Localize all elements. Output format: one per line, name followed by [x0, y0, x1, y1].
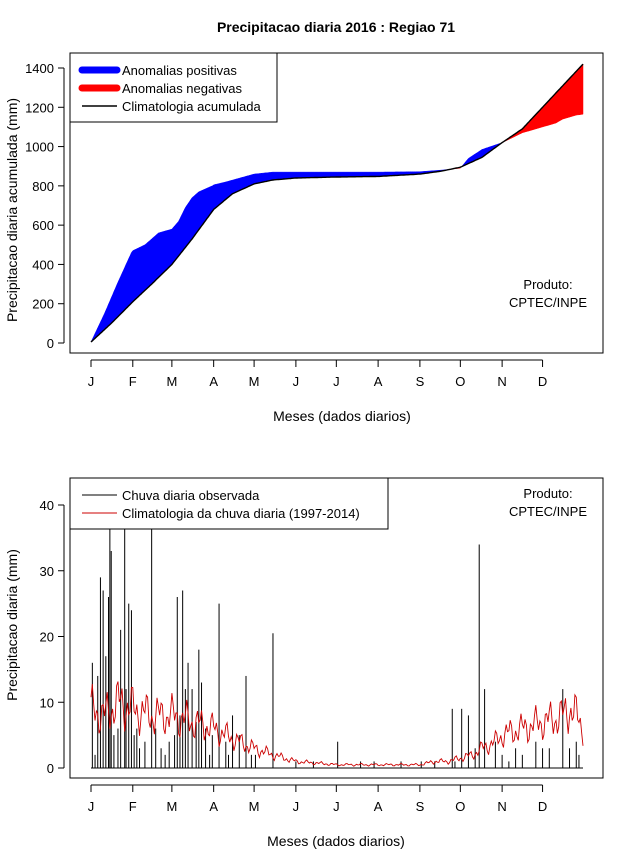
chart2-x-tick-label: M	[249, 799, 260, 814]
chart1-xlabel: Meses (dados diarios)	[273, 408, 411, 424]
chart1-x-tick-label: M	[249, 374, 260, 389]
chart1-x-tick-label: J	[293, 374, 300, 389]
chart1-plot-frame	[69, 52, 604, 354]
chart2-annotation-line2: CPTEC/INPE	[509, 504, 587, 519]
chart2-xlabel: Meses (dados diarios)	[267, 833, 405, 849]
chart1-y-axis: 0 200 400 600 800 1000 1200 1400	[25, 61, 65, 351]
chart1-x-tick-label: A	[209, 374, 218, 389]
chart2-x-tick-label: J	[333, 799, 340, 814]
chart1-x-tick-label: D	[538, 374, 547, 389]
chart1-annotation-line1: Produto:	[523, 277, 572, 292]
chart2-x-tick-label: A	[209, 799, 218, 814]
chart2-ylabel: Precipitacao diaria (mm)	[4, 549, 20, 701]
chart1-y-tick-label: 600	[32, 218, 54, 233]
legend-label-negative: Anomalias negativas	[122, 81, 242, 96]
chart2-x-tick-label: N	[497, 799, 506, 814]
chart1-ylabel: Precipitacao diaria acumulada (mm)	[4, 98, 20, 322]
legend-label-positive: Anomalias positivas	[122, 63, 237, 78]
chart1-x-tick-label: N	[497, 374, 506, 389]
chart2-x-tick-label: O	[455, 799, 465, 814]
chart1-x-tick-label: A	[374, 374, 383, 389]
chart2-x-tick-label: S	[416, 799, 425, 814]
chart1-y-tick-label: 1200	[25, 100, 54, 115]
positive-anomaly-area	[90, 168, 451, 343]
chart1-title: Precipitacao diaria 2016 : Regiao 71	[217, 19, 455, 35]
chart1-x-tick-label: F	[129, 374, 137, 389]
chart2-y-axis: 0 10 20 30 40	[40, 498, 65, 776]
chart2-x-tick-label: J	[293, 799, 300, 814]
chart1-y-tick-label: 400	[32, 257, 54, 272]
legend-label-observed: Chuva diaria observada	[122, 488, 260, 503]
chart1-y-tick-label: 1400	[25, 61, 54, 76]
chart1-data-layer	[90, 63, 584, 343]
chart2-y-tick-label: 20	[40, 630, 54, 645]
chart2-y-tick-label: 40	[40, 498, 54, 513]
chart2-legend-box	[69, 477, 389, 530]
chart1-legend: Anomalias positivas Anomalias negativas …	[69, 52, 278, 123]
chart1-x-tick-label: M	[166, 374, 177, 389]
chart2-x-tick-label: F	[129, 799, 137, 814]
chart2-x-tick-label: D	[538, 799, 547, 814]
chart2-series-group	[90, 478, 584, 769]
chart2-y-tick-label: 0	[47, 761, 54, 776]
legend-label-daily-climatology: Climatologia da chuva diaria (1997-2014)	[122, 506, 360, 521]
chart2-y-tick-label: 10	[40, 695, 54, 710]
chart2-x-tick-label: M	[166, 799, 177, 814]
chart2-x-tick-label: A	[374, 799, 383, 814]
chart1-annotation-line2: CPTEC/INPE	[509, 295, 587, 310]
chart2-y-tick-label: 30	[40, 564, 54, 579]
positive-anomaly-area	[461, 142, 503, 167]
chart2-annotation-line1: Produto:	[523, 486, 572, 501]
chart1-x-tick-label: O	[455, 374, 465, 389]
climatology-acumulada-line	[90, 63, 584, 343]
chart1-y-tick-label: 0	[47, 336, 54, 351]
legend-label-climatology: Climatologia acumulada	[122, 99, 262, 114]
chart1-y-tick-label: 200	[32, 297, 54, 312]
chart2-legend: Chuva diaria observada Climatologia da c…	[69, 477, 389, 530]
chart1-x-tick-label: J	[88, 374, 95, 389]
chart2-x-tick-label: J	[88, 799, 95, 814]
chart1-y-tick-label: 1000	[25, 140, 54, 155]
chart1-x-tick-label: S	[416, 374, 425, 389]
daily-climatology-line	[90, 681, 584, 767]
chart2-data-layer	[90, 478, 584, 769]
chart1-y-tick-label: 800	[32, 179, 54, 194]
chart1-x-tick-label: J	[333, 374, 340, 389]
